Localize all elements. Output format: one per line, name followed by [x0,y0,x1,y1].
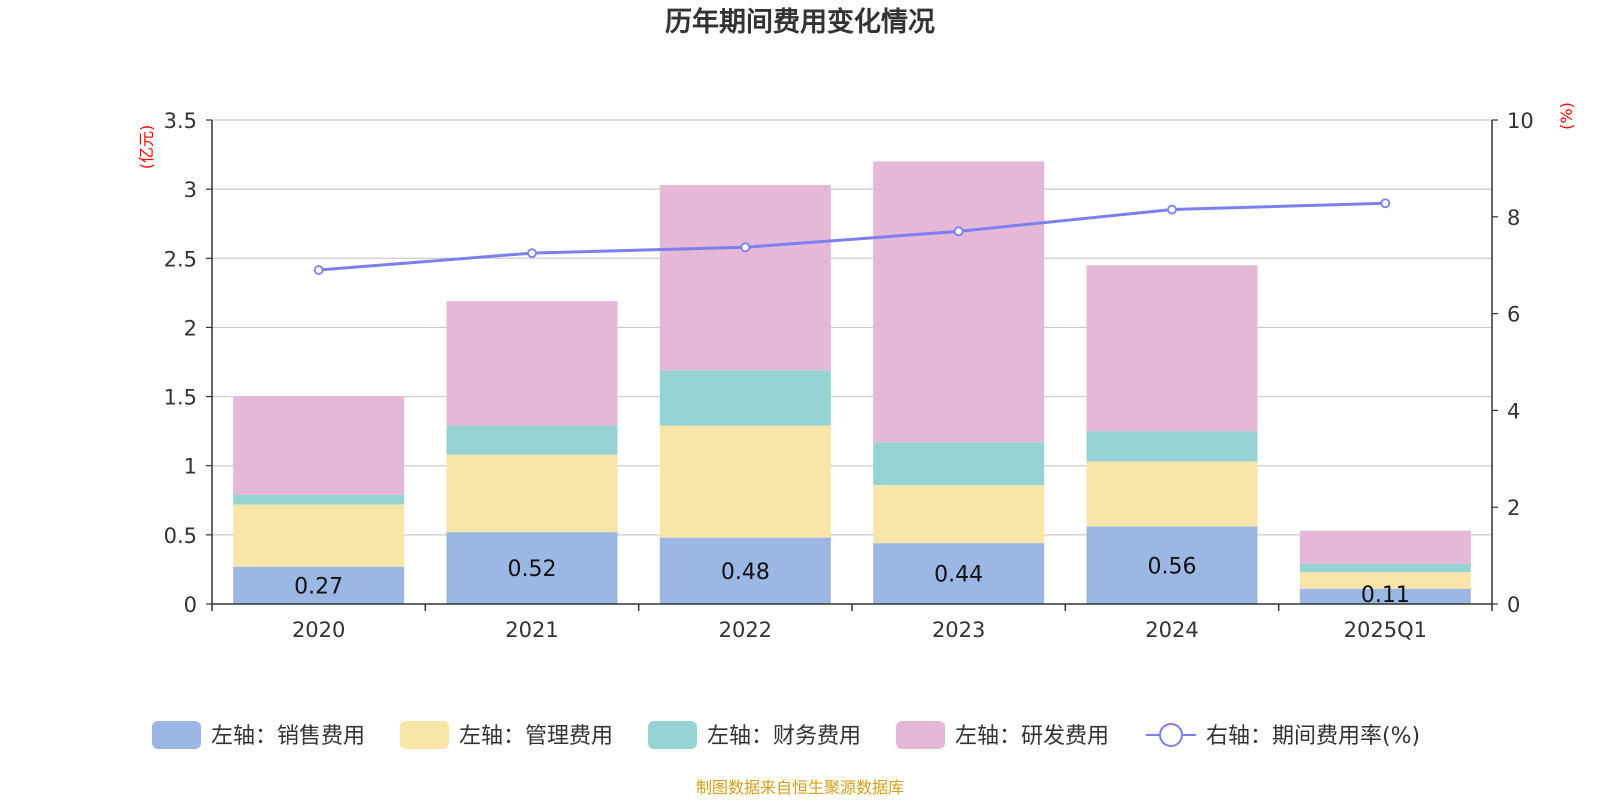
bar-segment-1-2022 [659,537,831,604]
right-axis-tick-label: 8 [1507,206,1520,230]
data-label-sales-2022: 0.48 [721,560,770,585]
bar-segment-1-2021 [446,532,618,604]
bar-segment-2-2023 [873,485,1045,544]
left-axis-tick-label: 0.5 [164,524,197,548]
x-axis-tick-label: 2020 [292,618,345,642]
left-axis-tick-label: 3 [184,178,197,202]
left-axis-tick-label: 1 [184,455,197,479]
bar-segment-4-2022 [659,184,831,371]
chart-title: 历年期间费用变化情况 [665,6,935,38]
right-axis-tick-label: 2 [1507,496,1520,520]
x-axis-tick-label: 2025Q1 [1344,618,1427,642]
left-axis-unit: (亿元) [137,125,156,170]
bar-segment-2-2022 [659,425,831,538]
bar-segment-2-2021 [446,454,618,533]
legend-label: 左轴：财务费用 [707,724,861,749]
legend-swatch [400,721,449,749]
bar-segment-1-2025Q1 [1299,588,1471,604]
legend-label: 左轴：研发费用 [955,724,1109,749]
bar-segment-3-2025Q1 [1299,563,1471,573]
left-axis-tick-label: 2.5 [164,247,197,271]
legend-label: 左轴：销售费用 [211,724,365,749]
rate-point-2023 [953,226,964,237]
bar-segment-3-2020 [233,494,405,505]
bar-segment-4-2025Q1 [1299,530,1471,564]
legend-swatch [896,721,945,749]
legend-swatch [648,721,697,749]
bar-stacks [233,161,1471,604]
bar-segment-2-2020 [233,504,405,567]
bar-segment-1-2020 [233,566,405,604]
data-label-sales-2024: 0.56 [1148,554,1197,579]
right-axis-tick-label: 0 [1507,593,1520,617]
data-labels: 0.27 0.52 0.48 0.44 0.56 0.11 [294,554,1410,608]
legend: 左轴：销售费用 左轴：管理费用 左轴：财务费用 左轴：研发费用 右轴：期间费用率(%) [152,721,1420,749]
right-axis-tick-label: 4 [1507,399,1520,423]
bar-segment-2-2025Q1 [1299,572,1471,589]
right-axis-unit: (%) [1557,102,1576,130]
rate-point-2024 [1167,204,1177,215]
x-axis-tick-label: 2022 [719,618,772,642]
data-label-sales-2025Q1: 0.11 [1361,583,1410,608]
right-axis-tick-label: 6 [1507,303,1520,327]
bar-segment-4-2020 [233,396,405,495]
bar-segment-4-2024 [1086,265,1258,432]
bar-segment-4-2023 [873,161,1045,443]
rate-line [318,201,1386,272]
rate-point-2021 [527,248,537,259]
bar-segment-4-2021 [446,301,618,426]
x-axis-tick-label: 2023 [932,618,985,642]
bar-segment-3-2022 [659,370,831,426]
rate-point-2025Q1 [1380,198,1391,209]
bar-segment-1-2024 [1086,526,1258,604]
legend-label: 右轴：期间费用率(%) [1206,724,1420,749]
legend-label: 左轴：管理费用 [459,724,613,749]
data-label-sales-2020: 0.27 [294,574,343,599]
bar-segment-2-2024 [1086,461,1258,527]
source-note: 制图数据来自恒生聚源数据库 [696,778,904,797]
rate-point-2020 [313,265,324,275]
legend-swatch-marker [1159,723,1183,747]
left-axis-tick-label: 2 [184,316,197,340]
bar-segment-3-2024 [1086,431,1258,462]
left-axis-tick-label: 1.5 [164,386,197,410]
rate-point-2022 [740,242,751,253]
x-axis-tick-label: 2021 [505,618,558,642]
bar-segment-3-2023 [873,442,1045,486]
bar-segment-1-2023 [873,543,1045,604]
legend-swatch [152,721,201,749]
left-axis-tick-label: 3.5 [164,109,197,133]
data-label-sales-2023: 0.44 [934,563,983,588]
axes: 0 0.5 1 1.5 2 2.5 3 3.5 0 2 4 6 8 10 2020 2021 2022 2023 2… [164,109,1534,642]
data-label-sales-2021: 0.52 [508,557,557,582]
rate-line-series [313,198,1391,275]
bar-segment-3-2021 [446,425,618,455]
left-axis-tick-label: 0 [184,593,197,617]
gridlines [212,119,1492,536]
right-axis-tick-label: 10 [1507,109,1534,133]
x-axis-tick-label: 2024 [1145,618,1198,642]
